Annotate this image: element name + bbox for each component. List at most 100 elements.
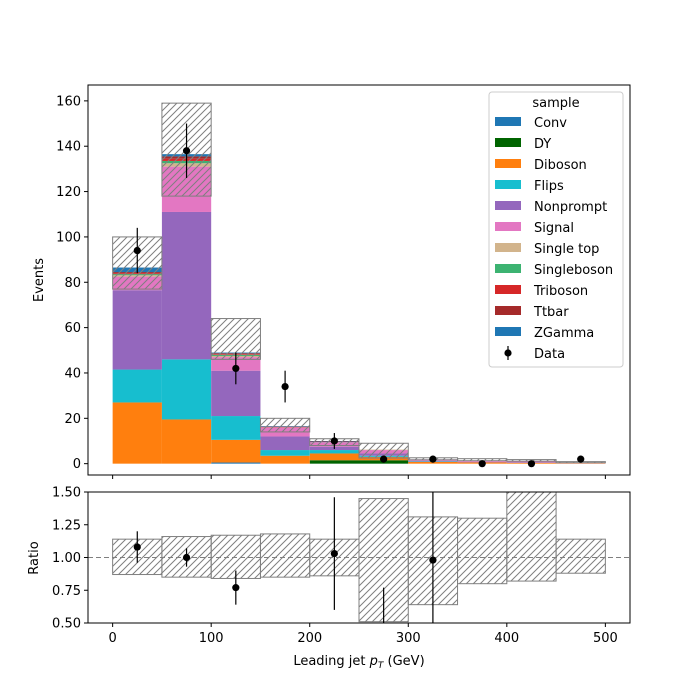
ratio-y-tick-label: 1.25 xyxy=(52,518,81,533)
legend-swatch-signal xyxy=(495,222,521,231)
data-point-9 xyxy=(577,455,585,463)
data-point-0 xyxy=(133,246,141,255)
data-point-5 xyxy=(380,455,388,463)
main-y-axis-label: Events xyxy=(32,258,47,302)
legend-label: Flips xyxy=(534,179,564,194)
ratio-y-tick-label: 1.50 xyxy=(52,486,81,501)
bar-flips-bin-2 xyxy=(211,416,261,440)
ratio-x-tick-label: 200 xyxy=(297,631,322,646)
ratio-y-ticks: 0.50 0.75 1.00 1.25 1.50 xyxy=(52,486,88,632)
bar-diboson-bin-0 xyxy=(112,402,162,464)
bar-diboson-bin-3 xyxy=(260,455,310,464)
legend-label: DY xyxy=(534,137,551,152)
main-x-ticks xyxy=(112,475,606,479)
x-axis-label-prefix: Leading jet xyxy=(293,654,369,669)
legend-label: Single top xyxy=(534,242,599,257)
bar-flips-bin-4 xyxy=(309,450,359,454)
data-point-6 xyxy=(429,455,437,463)
legend-swatch-conv xyxy=(495,117,521,126)
main-data-points xyxy=(133,123,585,468)
ratio-panel: 0.50 0.75 1.00 1.25 1.50 0 100 200 300 400 500 Ra… xyxy=(27,486,631,671)
x-axis-label-sub: T xyxy=(378,661,385,671)
bar-diboson-bin-4 xyxy=(309,453,359,461)
y-tick-label: 100 xyxy=(56,230,81,245)
ratio-point-1 xyxy=(182,553,191,562)
legend-label-data: Data xyxy=(534,347,565,362)
y-tick-label: 120 xyxy=(56,185,81,200)
data-point-4 xyxy=(330,437,338,445)
data-point-3 xyxy=(281,382,289,391)
legend-swatch-singleboson xyxy=(495,264,521,273)
y-tick-label: 80 xyxy=(64,276,81,291)
legend-swatch-nonprompt xyxy=(495,201,521,210)
y-tick-label: 40 xyxy=(64,366,81,381)
legend-swatch-zgamma xyxy=(495,327,521,336)
legend-data-marker xyxy=(504,349,512,357)
bar-flips-bin-0 xyxy=(112,369,162,403)
bar-nonprompt-bin-0 xyxy=(112,290,162,370)
ratio-point-3 xyxy=(330,549,338,558)
bar-flips-bin-1 xyxy=(161,359,212,420)
main-y-ticks: 0 20 40 60 80 100 120 140 160 xyxy=(56,94,88,472)
y-tick-label: 0 xyxy=(73,457,81,472)
legend-label: Ttbar xyxy=(533,305,569,320)
data-point-8 xyxy=(527,460,536,468)
y-tick-label: 140 xyxy=(56,140,81,155)
bar-nonprompt-bin-3 xyxy=(260,436,310,451)
ratio-x-tick-label: 400 xyxy=(494,631,519,646)
ratio-y-tick-label: 0.50 xyxy=(52,617,81,632)
ratio-uncertainty-bin-8 xyxy=(506,491,557,582)
bar-flips-bin-3 xyxy=(260,450,310,456)
legend-label: Singleboson xyxy=(534,263,613,278)
legend-swatch-single-top xyxy=(495,243,521,252)
x-axis-label-unit: (GeV) xyxy=(383,654,424,669)
data-point-2 xyxy=(232,364,240,373)
x-axis-label: Leading jet pT (GeV) xyxy=(293,654,424,671)
legend-swatch-diboson xyxy=(495,159,521,168)
bar-diboson-bin-6 xyxy=(408,461,458,464)
ratio-uncertainty-bin-3 xyxy=(259,533,311,578)
ratio-x-tick-label: 300 xyxy=(396,631,421,646)
legend-label: Signal xyxy=(534,221,574,236)
bar-diboson-bin-9 xyxy=(556,463,606,464)
ratio-y-axis-label: Ratio xyxy=(27,541,42,574)
legend-label: Conv xyxy=(534,116,567,131)
bar-conv-bin-2 xyxy=(211,462,261,464)
legend-label: ZGamma xyxy=(534,326,594,341)
bar-diboson-bin-2 xyxy=(211,439,261,463)
data-point-1 xyxy=(182,147,191,155)
legend-label: Diboson xyxy=(534,158,587,173)
y-tick-label: 20 xyxy=(64,412,81,427)
y-tick-label: 60 xyxy=(64,321,81,336)
ratio-x-tick-label: 0 xyxy=(108,631,116,646)
x-axis-label-p: p xyxy=(369,654,378,669)
main-panel: 0 20 40 60 80 100 120 140 160 Events xyxy=(32,84,631,479)
legend-swatch-ttbar xyxy=(495,306,521,315)
legend-swatch-flips xyxy=(495,180,521,189)
data-point-7 xyxy=(478,460,486,468)
ratio-uncertainty-bin-9 xyxy=(555,538,606,574)
ratio-x-tick-label: 500 xyxy=(593,631,618,646)
y-tick-label: 160 xyxy=(56,94,81,109)
legend-title: sample xyxy=(532,96,579,111)
bar-nonprompt-bin-1 xyxy=(161,211,212,360)
bar-dy-bin-4 xyxy=(309,460,359,464)
ratio-point-5 xyxy=(429,556,437,564)
ratio-y-tick-label: 0.75 xyxy=(52,584,81,599)
ratio-x-ticks: 0 100 200 300 400 500 xyxy=(108,623,618,646)
ratio-uncertainty-bin-7 xyxy=(457,517,508,585)
ratio-data-points xyxy=(133,492,437,623)
ratio-point-0 xyxy=(133,543,141,551)
legend-box xyxy=(488,91,624,368)
ratio-y-tick-label: 1.00 xyxy=(52,551,81,566)
legend-label: Triboson xyxy=(533,284,588,299)
uncertainty-bin-3 xyxy=(259,417,311,433)
legend-label: Nonprompt xyxy=(534,200,607,215)
main-plot-frame xyxy=(87,84,631,476)
ratio-point-2 xyxy=(232,584,240,592)
bar-diboson-bin-1 xyxy=(161,419,212,464)
legend: sample Conv DY Diboson Flips Nonprompt Signal… xyxy=(488,91,624,368)
legend-swatch-triboson xyxy=(495,285,521,294)
ratio-x-tick-label: 100 xyxy=(199,631,224,646)
